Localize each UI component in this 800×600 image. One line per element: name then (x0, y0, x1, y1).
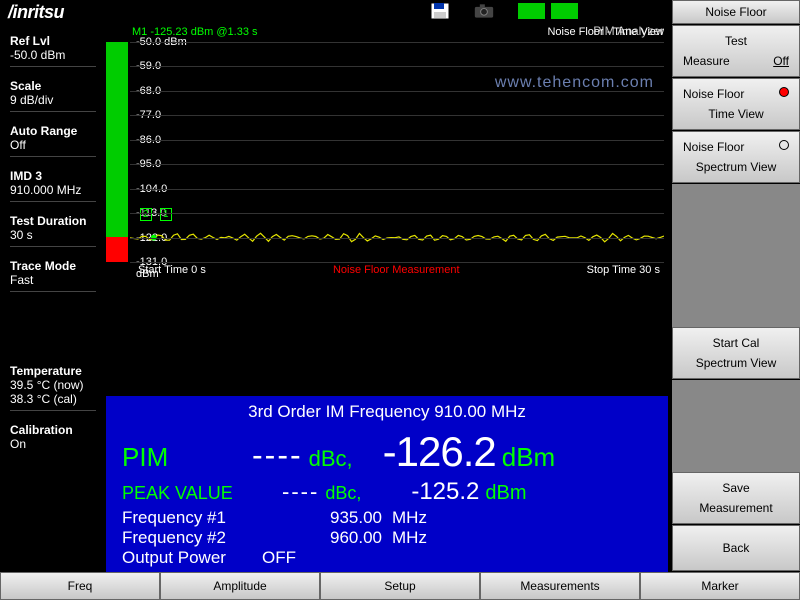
level-bar-green (106, 42, 128, 237)
calibration-label: Calibration (10, 423, 96, 437)
save-measurement-button[interactable]: Save Measurement (672, 472, 800, 524)
auto-range-value: Off (10, 138, 96, 152)
menu-header-noise-floor: Noise Floor (672, 0, 800, 24)
scale-readout: Scale 9 dB/div (10, 75, 96, 112)
trace-mode-value: Fast (10, 273, 96, 287)
results-title: 3rd Order IM Frequency 910.00 MHz (122, 402, 652, 422)
imd3-value: 910.000 MHz (10, 183, 96, 197)
peak-dbm-unit: dBm (485, 482, 526, 505)
peak-dbc-value: ---- (282, 479, 319, 505)
time-view-label2: Time View (708, 107, 763, 121)
softkey-spacer2 (672, 380, 800, 473)
time-view-label1: Noise Floor (683, 87, 744, 101)
freq1-label: Frequency #1 (122, 508, 292, 528)
watermark-text: www.tehencom.com (495, 74, 654, 92)
pim-dbm-value: -126.2 (383, 428, 496, 476)
marker-1-box[interactable]: 1 (160, 208, 172, 221)
spectrum-view-label2: Spectrum View (696, 160, 776, 174)
temperature-label: Temperature (10, 364, 96, 378)
time-view-radio-icon (779, 87, 789, 97)
back-button[interactable]: Back (672, 525, 800, 571)
right-softkey-panel: Noise Floor Test Measure Off Noise Floor… (672, 0, 800, 572)
imd3-readout: IMD 3 910.000 MHz (10, 165, 96, 202)
calibration-readout: Calibration On (10, 419, 96, 455)
spectrum-view-label1: Noise Floor (683, 140, 744, 154)
peak-dbc-unit: dBc, (325, 483, 361, 504)
main-display-area: M1 -125.23 dBm @1.33 s Noise Floor - Tim… (102, 24, 672, 572)
trace-mode-label: Trace Mode (10, 259, 96, 273)
output-power-value: OFF (262, 548, 352, 568)
softkey-spacer (672, 184, 800, 327)
brand-logo: /inritsu (0, 2, 64, 23)
level-bar-red (106, 237, 128, 262)
ref-level-readout: Ref Lvl -50.0 dBm (10, 30, 96, 67)
test-duration-readout: Test Duration 30 s (10, 210, 96, 247)
save-file-icon[interactable] (430, 2, 450, 20)
freq2-unit: MHz (392, 528, 427, 548)
measurements-menu-button[interactable]: Measurements (480, 572, 640, 600)
screenshot-icon[interactable] (474, 2, 494, 20)
spectrum-view-radio-icon (779, 140, 789, 150)
noise-floor-time-view-button[interactable]: Noise Floor Time View (672, 78, 800, 130)
save-label1: Save (722, 481, 749, 495)
auto-range-readout: Auto Range Off (10, 120, 96, 157)
test-measure-option: Measure (683, 54, 730, 68)
chart-header: M1 -125.23 dBm @1.33 s Noise Floor - Tim… (102, 24, 672, 40)
test-button-label: Test (725, 34, 747, 48)
start-cal-label2: Spectrum View (696, 356, 776, 370)
test-off-option: Off (773, 54, 789, 68)
freq2-label: Frequency #2 (122, 528, 292, 548)
temperature-readout: Temperature 39.5 °C (now) 38.3 °C (cal) (10, 360, 96, 411)
amplitude-menu-button[interactable]: Amplitude (160, 572, 320, 600)
setup-menu-button[interactable]: Setup (320, 572, 480, 600)
temperature-value: 39.5 °C (now) 38.3 °C (cal) (10, 378, 96, 406)
marker-2-box[interactable]: 2 (140, 208, 152, 221)
pim-dbc-unit: dBc, (309, 446, 353, 472)
trace-mode-readout: Trace Mode Fast (10, 255, 96, 292)
chart-container: www.tehencom.com -50.0 dBm-59.0-68.0-77.… (102, 40, 672, 394)
freq2-value: 960.00 (292, 528, 382, 548)
x-stop-label: Stop Time 30 s (587, 264, 660, 276)
scale-value: 9 dB/div (10, 93, 96, 107)
ref-level-label: Ref Lvl (10, 34, 96, 48)
bottom-menu: Freq Amplitude Setup Measurements Marker (0, 572, 800, 600)
pim-label: PIM (122, 442, 252, 473)
pim-dbc-value: ---- (252, 437, 303, 474)
freq1-value: 935.00 (292, 508, 382, 528)
peak-label: PEAK VALUE (122, 483, 252, 504)
test-measure-button[interactable]: Test Measure Off (672, 25, 800, 77)
ref-level-value: -50.0 dBm (10, 48, 96, 62)
start-cal-button[interactable]: Start Cal Spectrum View (672, 327, 800, 379)
left-settings-panel: Ref Lvl -50.0 dBm Scale 9 dB/div Auto Ra… (0, 24, 102, 572)
chart-footer: Start Time 0 s Noise Floor Measurement S… (130, 262, 668, 278)
test-duration-value: 30 s (10, 228, 96, 242)
freq-menu-button[interactable]: Freq (0, 572, 160, 600)
start-cal-label1: Start Cal (713, 336, 760, 350)
pim-dbm-unit: dBm (502, 442, 555, 473)
auto-range-label: Auto Range (10, 124, 96, 138)
topbar-icon-group (430, 2, 578, 20)
scale-label: Scale (10, 79, 96, 93)
noise-floor-spectrum-view-button[interactable]: Noise Floor Spectrum View (672, 131, 800, 183)
calibration-value: On (10, 437, 96, 451)
battery-indicator (518, 3, 578, 19)
peak-dbm-value: -125.2 (411, 478, 479, 506)
test-duration-label: Test Duration (10, 214, 96, 228)
save-label2: Measurement (699, 501, 772, 515)
view-mode-label: Noise Floor - Time View (547, 26, 664, 38)
freq1-unit: MHz (392, 508, 427, 528)
measurement-mode-label: Noise Floor Measurement (333, 264, 460, 276)
results-panel: 3rd Order IM Frequency 910.00 MHz PIM --… (106, 396, 668, 572)
marker-menu-button[interactable]: Marker (640, 572, 800, 600)
imd3-label: IMD 3 (10, 169, 96, 183)
